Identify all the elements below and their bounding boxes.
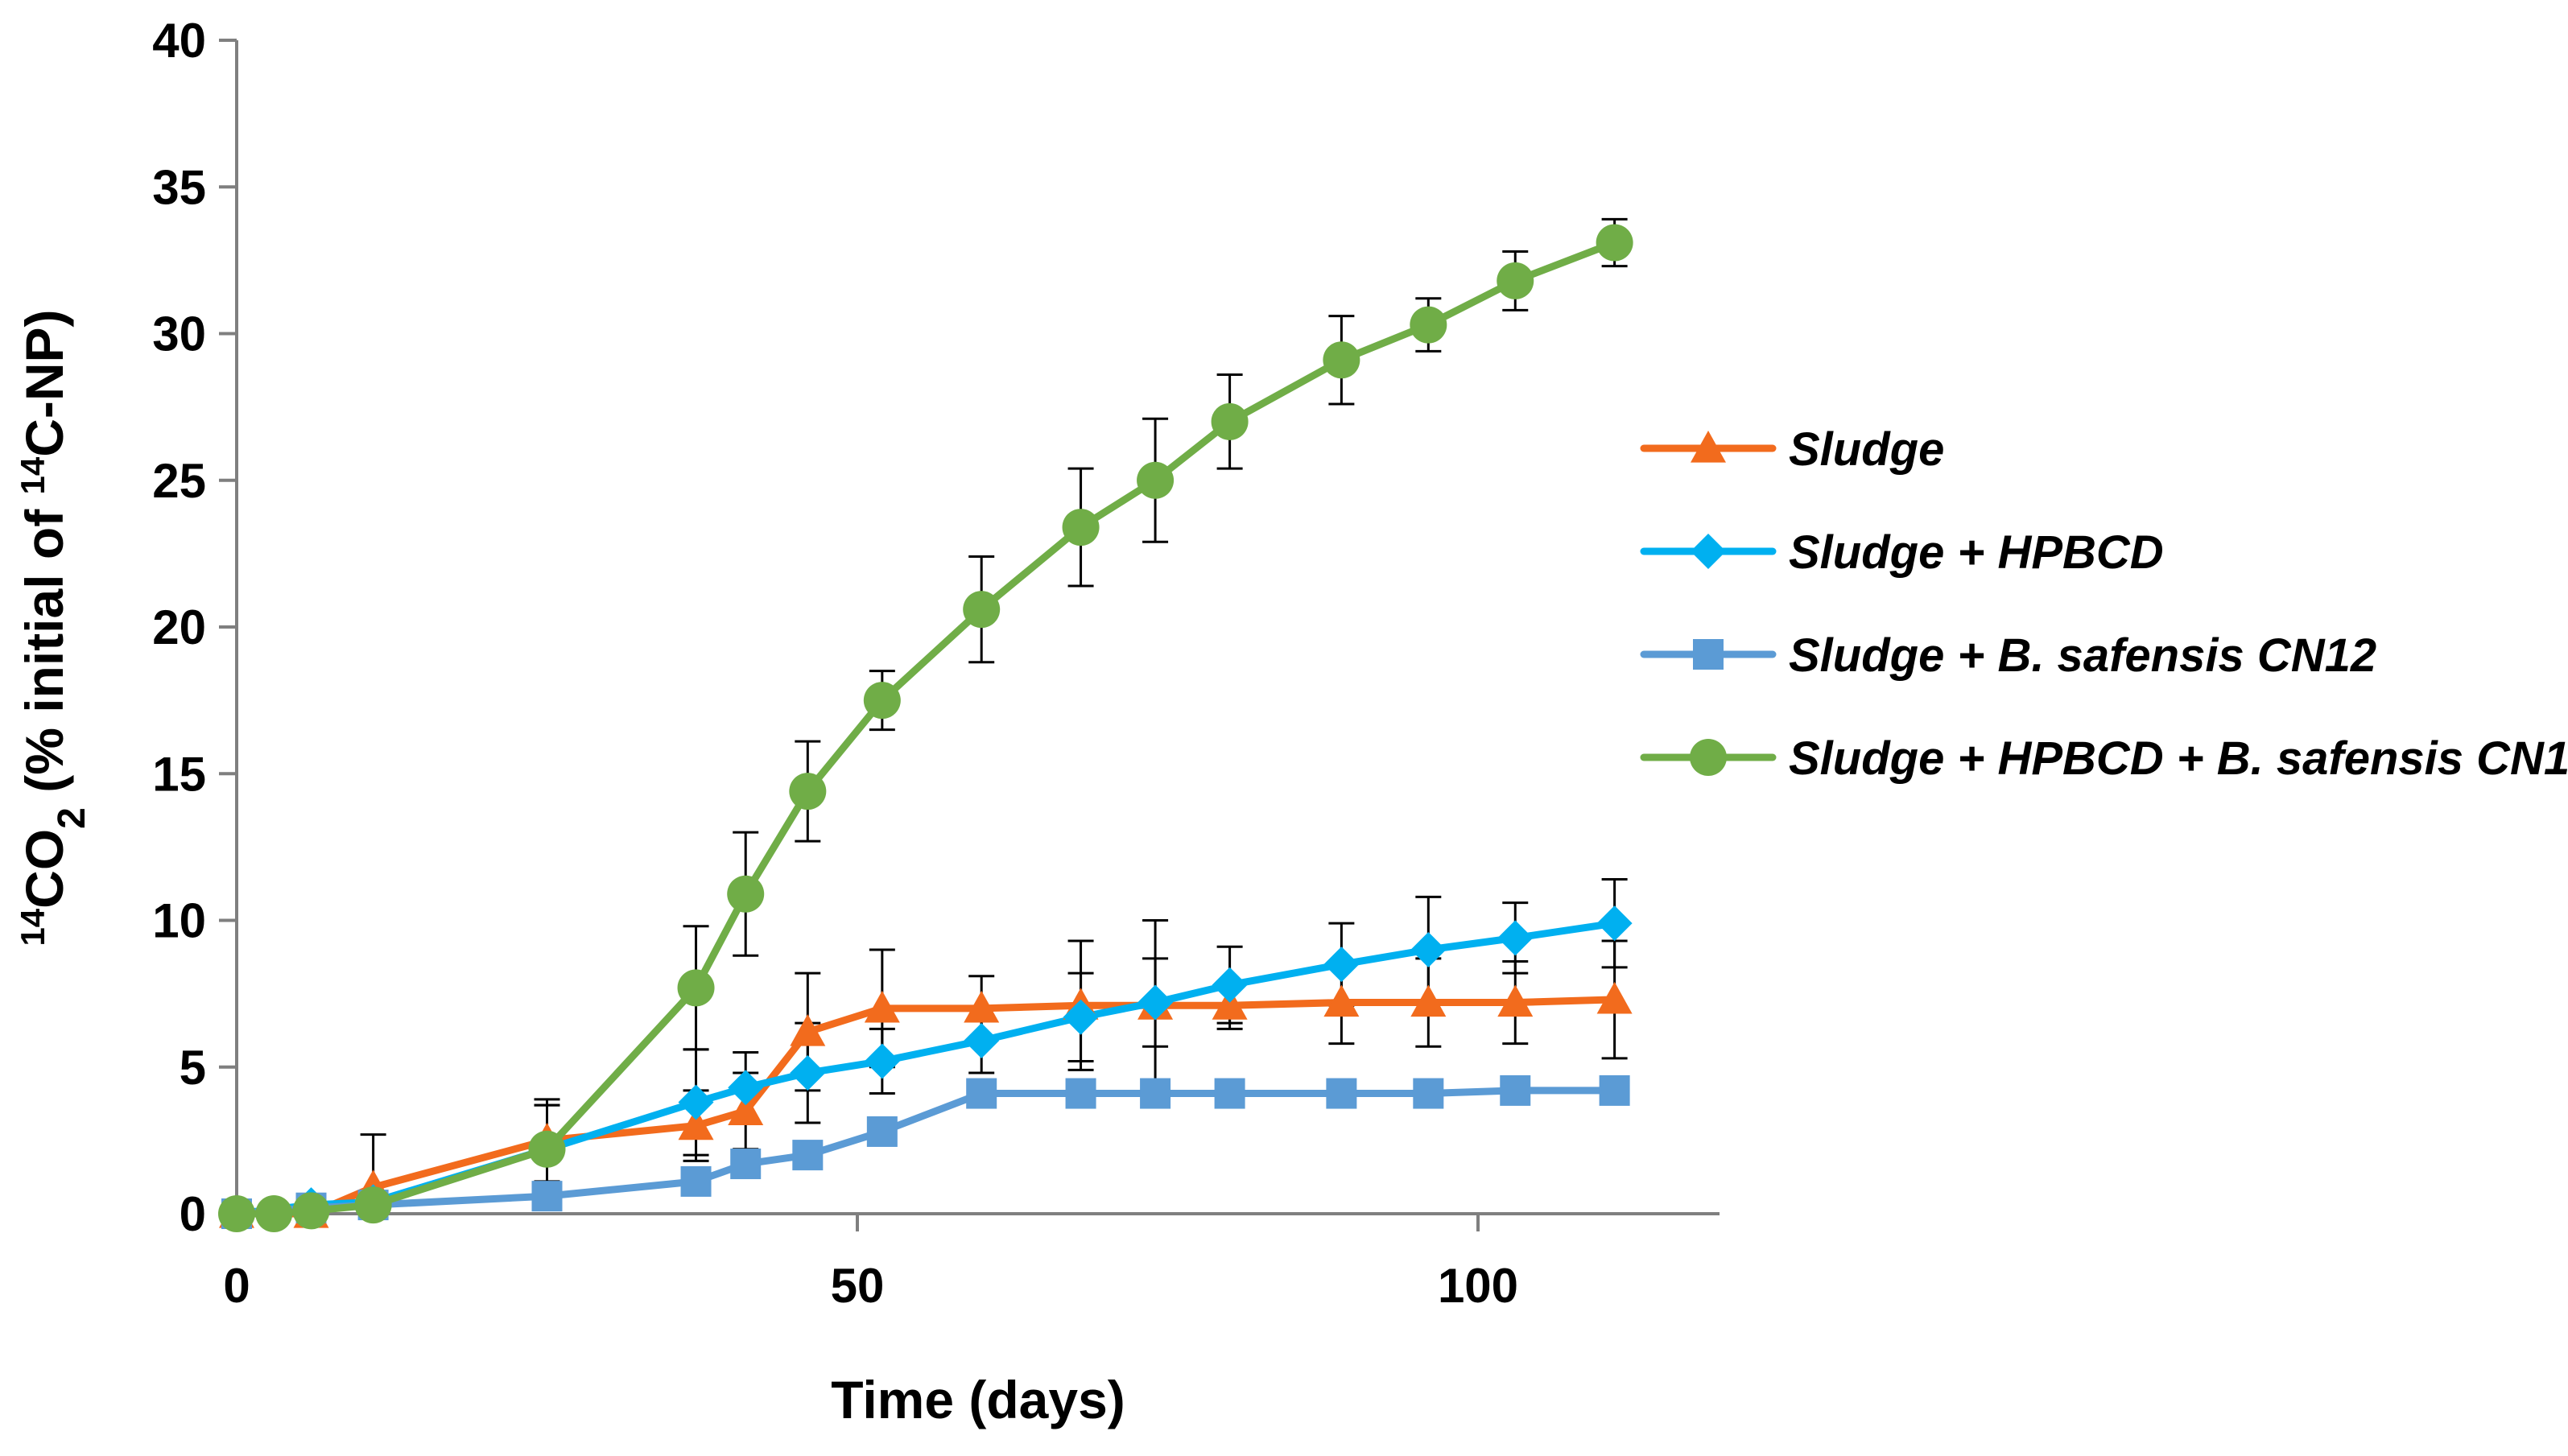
data-point-sludge-hpbcd-b-safensis-cn12 xyxy=(1137,461,1175,499)
data-point-sludge-hpbcd-b-safensis-cn12 xyxy=(1062,509,1100,547)
legend-label: Sludge + B. safensis CN12 xyxy=(1789,629,2376,682)
data-point-sludge-b-safensis-cn12 xyxy=(1140,1078,1171,1109)
data-point-sludge-hpbcd xyxy=(678,1084,714,1120)
data-point-sludge-hpbcd xyxy=(864,1043,900,1079)
data-point-sludge-b-safensis-cn12 xyxy=(966,1078,997,1109)
data-point-sludge-hpbcd-b-safensis-cn12 xyxy=(528,1130,566,1168)
y-title-part2: (% initial of xyxy=(14,494,74,807)
y-title-part1: CO xyxy=(14,829,74,909)
legend: Sludge Sludge + HPBCD Sludge + B. safensis… xyxy=(1640,423,2568,785)
data-point-sludge xyxy=(1497,984,1534,1017)
data-point-sludge-hpbcd-b-safensis-cn12 xyxy=(1323,341,1360,379)
data-point-sludge-b-safensis-cn12 xyxy=(1500,1074,1531,1106)
y-title-sup2: 14 xyxy=(14,456,52,494)
x-axis-title: Time (days) xyxy=(831,1370,1125,1429)
data-point-sludge-b-safensis-cn12 xyxy=(866,1116,898,1147)
data-point-sludge-b-safensis-cn12 xyxy=(680,1165,712,1197)
data-point-sludge-hpbcd-b-safensis-cn12 xyxy=(963,591,1001,629)
x-tick-label: 100 xyxy=(1438,1259,1518,1313)
y-tick-label: 30 xyxy=(152,307,206,361)
data-point-sludge-b-safensis-cn12 xyxy=(531,1181,563,1212)
y-tick-label: 25 xyxy=(152,454,206,508)
legend-item-sludge-b-safensis-cn12: Sludge + B. safensis CN12 xyxy=(1640,629,2376,682)
data-point-sludge-hpbcd xyxy=(1323,947,1360,983)
x-tick-label: 0 xyxy=(223,1259,250,1313)
y-axis-title: 14CO2 (% initial of 14C-NP) xyxy=(14,309,93,946)
data-point-sludge-hpbcd-b-safensis-cn12 xyxy=(1497,262,1534,299)
x-ticks: 0 50 100 xyxy=(223,1214,1518,1313)
y-ticks: 0 5 10 15 20 25 30 35 40 xyxy=(152,14,237,1241)
data-point-sludge-hpbcd-b-safensis-cn12 xyxy=(677,969,715,1007)
legend-item-sludge: Sludge xyxy=(1640,423,1944,476)
x-tick-label: 50 xyxy=(831,1259,885,1313)
data-point-sludge-hpbcd-b-safensis-cn12 xyxy=(727,875,765,913)
legend-label: Sludge + HPBCD xyxy=(1789,526,2164,579)
data-point-sludge-hpbcd-b-safensis-cn12 xyxy=(218,1195,255,1232)
legend-swatch-marker xyxy=(1690,739,1727,776)
data-point-sludge xyxy=(790,1014,826,1046)
series-lines xyxy=(233,239,1619,1218)
data-point-sludge-b-safensis-cn12 xyxy=(1326,1078,1357,1109)
data-point-sludge-hpbcd-b-safensis-cn12 xyxy=(1211,402,1249,440)
data-point-sludge-hpbcd xyxy=(1137,984,1174,1021)
data-point-sludge-hpbcd-b-safensis-cn12 xyxy=(1596,224,1633,262)
data-point-sludge-hpbcd-b-safensis-cn12 xyxy=(292,1192,330,1230)
data-point-sludge-hpbcd-b-safensis-cn12 xyxy=(255,1195,293,1232)
y-tick-label: 0 xyxy=(180,1187,206,1241)
data-point-sludge-b-safensis-cn12 xyxy=(792,1140,824,1171)
data-point-sludge xyxy=(1596,981,1633,1014)
y-tick-label: 40 xyxy=(152,14,206,68)
data-point-sludge-hpbcd xyxy=(1063,999,1099,1035)
data-point-sludge xyxy=(1323,984,1360,1017)
data-point-sludge xyxy=(728,1093,764,1126)
data-point-sludge-hpbcd-b-safensis-cn12 xyxy=(789,773,827,810)
data-point-sludge-hpbcd xyxy=(1497,920,1534,956)
legend-item-sludge-hpbcd-b-safensis-cn12: Sludge + HPBCD + B. safensis CN12 xyxy=(1640,732,2568,785)
data-point-sludge-hpbcd xyxy=(1596,905,1633,942)
y-title-sup1: 14 xyxy=(14,908,52,946)
data-point-sludge-b-safensis-cn12 xyxy=(1599,1074,1630,1106)
y-title-part3: C-NP) xyxy=(14,309,74,456)
legend-item-sludge-hpbcd: Sludge + HPBCD xyxy=(1640,526,2164,579)
data-point-sludge-hpbcd xyxy=(964,1022,1000,1058)
y-tick-label: 10 xyxy=(152,894,206,948)
data-point-sludge xyxy=(1212,988,1248,1020)
series-line-sludge-hpbcd-b-safensis-cn12 xyxy=(233,239,1619,1218)
legend-swatch-marker xyxy=(1691,431,1726,463)
data-point-sludge-hpbcd xyxy=(1212,967,1248,1003)
data-point-sludge-hpbcd xyxy=(1410,931,1447,967)
error-bars xyxy=(360,217,1628,1215)
legend-label: Sludge xyxy=(1789,423,1944,476)
series-markers xyxy=(218,224,1633,1232)
series-line-sludge-b-safensis-cn12 xyxy=(233,1087,1619,1218)
data-point-sludge-b-safensis-cn12 xyxy=(1065,1078,1096,1109)
data-point-sludge-b-safensis-cn12 xyxy=(1214,1078,1245,1109)
y-title-sub: 2 xyxy=(51,807,93,829)
y-tick-label: 5 xyxy=(180,1041,206,1095)
data-point-sludge-hpbcd-b-safensis-cn12 xyxy=(354,1186,392,1224)
data-point-sludge xyxy=(864,990,900,1023)
data-point-sludge-b-safensis-cn12 xyxy=(1413,1078,1444,1109)
data-point-sludge-hpbcd xyxy=(728,1070,764,1106)
y-tick-label: 15 xyxy=(152,747,206,801)
data-point-sludge-hpbcd-b-safensis-cn12 xyxy=(863,682,901,720)
data-point-sludge-hpbcd-b-safensis-cn12 xyxy=(1410,306,1447,344)
legend-swatch-marker xyxy=(1693,639,1724,670)
series-line-sludge xyxy=(233,996,1619,1218)
data-point-sludge xyxy=(964,990,1000,1023)
y-tick-label: 20 xyxy=(152,600,206,654)
data-point-sludge xyxy=(1410,984,1447,1017)
y-tick-label: 35 xyxy=(152,160,206,214)
data-point-sludge xyxy=(678,1107,714,1140)
data-point-sludge-hpbcd xyxy=(790,1055,826,1091)
data-point-sludge-b-safensis-cn12 xyxy=(730,1149,762,1180)
legend-swatch-marker xyxy=(1691,534,1726,569)
legend-label: Sludge + HPBCD + B. safensis CN12 xyxy=(1789,732,2568,785)
